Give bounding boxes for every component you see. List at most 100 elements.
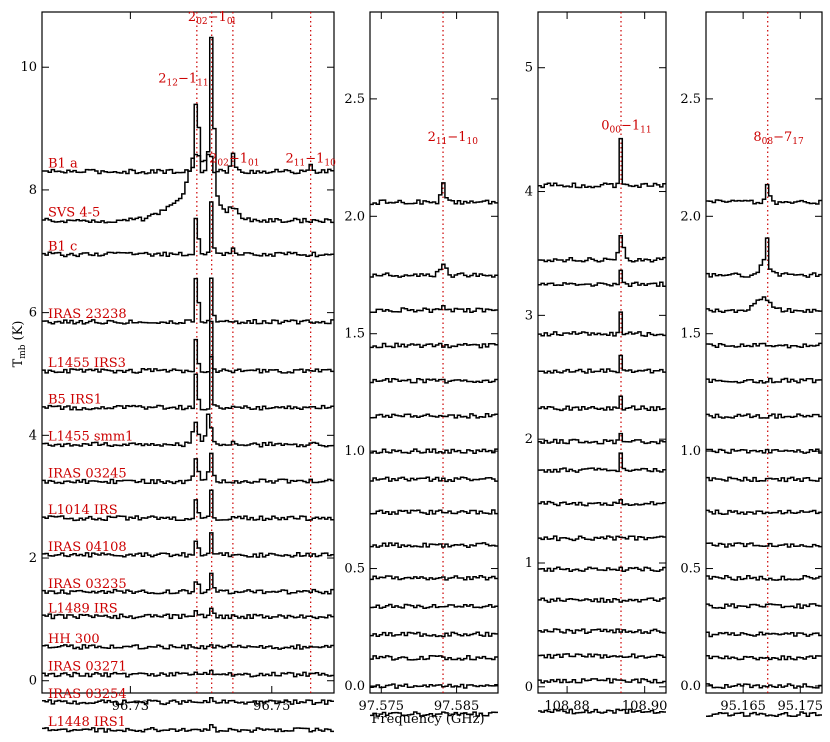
spectrum-trace	[706, 342, 822, 349]
spectrum-trace	[370, 476, 498, 483]
spectrum-trace	[538, 566, 666, 572]
x-tick-label: 95.175	[778, 699, 824, 714]
spectrum-trace	[538, 395, 666, 412]
source-label: IRAS 03245	[48, 466, 127, 481]
y-axis-title-main: T	[11, 358, 26, 367]
spectrum-trace	[706, 448, 822, 454]
source-label: IRAS 03235	[48, 577, 127, 592]
y-axis-title: Tmb (K)	[11, 321, 28, 368]
source-label: B1 a	[48, 157, 78, 172]
y-tick-label: 1.5	[344, 327, 365, 342]
spectrum-trace	[370, 575, 498, 581]
y-tick-label: 5	[525, 61, 533, 76]
spectrum-trace	[706, 575, 822, 581]
spectrum-trace	[538, 653, 666, 659]
source-label: L1455 smm1	[48, 430, 133, 445]
spectrum-trace	[538, 708, 666, 715]
spectrum-trace	[706, 683, 822, 689]
source-label: IRAS 04108	[48, 540, 127, 555]
spectrum-trace	[370, 542, 498, 548]
spectrum-trace	[370, 509, 498, 516]
panel-p2: 97.575 97.585 0.0 0.5 1.0 1.5 2.0 2.5 211−110	[344, 11, 499, 717]
y-tick-label: 2.0	[344, 209, 365, 224]
spectrum-trace	[706, 237, 822, 278]
panel-p4: 95.165 95.175 0.0 0.5 1.0 1.5 2.0 2.5 808−717	[680, 11, 824, 718]
y-tick-label: 8	[29, 183, 37, 198]
spectrum-trace	[706, 476, 822, 483]
source-label: SVS 4-5	[48, 206, 100, 221]
spectrum-trace	[538, 535, 666, 542]
source-label: L1448 IRS1	[48, 715, 126, 730]
transition-label: 202−101	[209, 151, 259, 168]
spectrum-trace	[706, 631, 822, 638]
source-label: IRAS 03254	[48, 687, 127, 702]
spectrum-trace	[370, 711, 498, 717]
panel-frame	[41, 11, 335, 694]
y-tick-label: 3	[525, 308, 533, 323]
spectrum-trace	[370, 342, 498, 349]
x-tick-label: 96.73	[112, 699, 149, 714]
y-tick-label: 0	[525, 680, 533, 695]
spectrum-trace	[42, 320, 334, 374]
x-axis-title: Frequency (GHz)	[371, 712, 484, 727]
y-tick-label: 2.0	[680, 209, 701, 224]
panel-frame	[705, 11, 823, 694]
spectrum-trace	[706, 377, 822, 384]
spectrum-trace	[42, 201, 334, 258]
spectrum-trace	[370, 654, 498, 661]
y-tick-label: 2.5	[680, 92, 701, 107]
transition-label: 202−10l	[188, 10, 236, 27]
panel-frame	[369, 11, 499, 694]
spectrum-trace	[706, 413, 822, 419]
spectrum-trace	[42, 607, 334, 620]
spectrum-trace	[370, 263, 498, 278]
spectrum-trace	[706, 509, 822, 516]
y-tick-label: 2	[525, 432, 533, 447]
y-tick-label: 4	[525, 185, 533, 200]
x-tick-label: 97.575	[359, 699, 405, 714]
panel-frame	[537, 11, 667, 694]
spectrum-trace	[42, 532, 334, 558]
spectrum-trace	[42, 452, 334, 485]
spectrum-trace	[538, 235, 666, 263]
spectrum-trace	[538, 311, 666, 337]
x-tick-label: 95.165	[720, 699, 766, 714]
y-tick-label: 0.5	[680, 562, 701, 577]
spectrum-trace	[370, 603, 498, 610]
y-tick-label: 0.5	[344, 562, 365, 577]
spectrum-trace	[370, 412, 498, 419]
y-tick-label: 1.0	[344, 444, 365, 459]
spectrum-trace	[538, 452, 666, 473]
y-tick-label: 1.5	[680, 327, 701, 342]
spectrum-trace	[42, 724, 334, 733]
y-axis-title-text: Tmb (K)	[11, 321, 28, 368]
spectrum-trace	[370, 448, 498, 454]
spectrum-trace	[706, 603, 822, 609]
spectrum-trace	[706, 711, 822, 718]
source-label: IRAS 23238	[48, 307, 127, 322]
source-label: B5 IRS1	[48, 393, 102, 408]
y-tick-label: 1.0	[680, 444, 701, 459]
spectrum-trace	[42, 489, 334, 522]
y-tick-label: 0	[29, 674, 37, 689]
spectrum-trace	[42, 153, 334, 224]
spectrum-trace	[706, 296, 822, 314]
transition-label: 211−110	[428, 130, 479, 147]
spectrum-trace	[538, 499, 666, 507]
spectrum-trace	[538, 677, 666, 684]
spectrum-trace	[370, 377, 498, 384]
spectrum-trace	[370, 683, 498, 689]
spectrum-trace	[706, 542, 822, 548]
y-tick-label: 0.0	[344, 679, 365, 694]
transition-label: 000−111	[601, 119, 651, 136]
spectrum-trace	[538, 628, 666, 634]
spectrum-trace	[538, 432, 666, 445]
y-tick-label: 2.5	[344, 92, 365, 107]
source-label: B1 c	[48, 239, 77, 254]
x-tick-label: 108.90	[622, 699, 668, 714]
spectrum-trace	[370, 631, 498, 638]
y-axis-title-unit: (K)	[11, 321, 26, 341]
